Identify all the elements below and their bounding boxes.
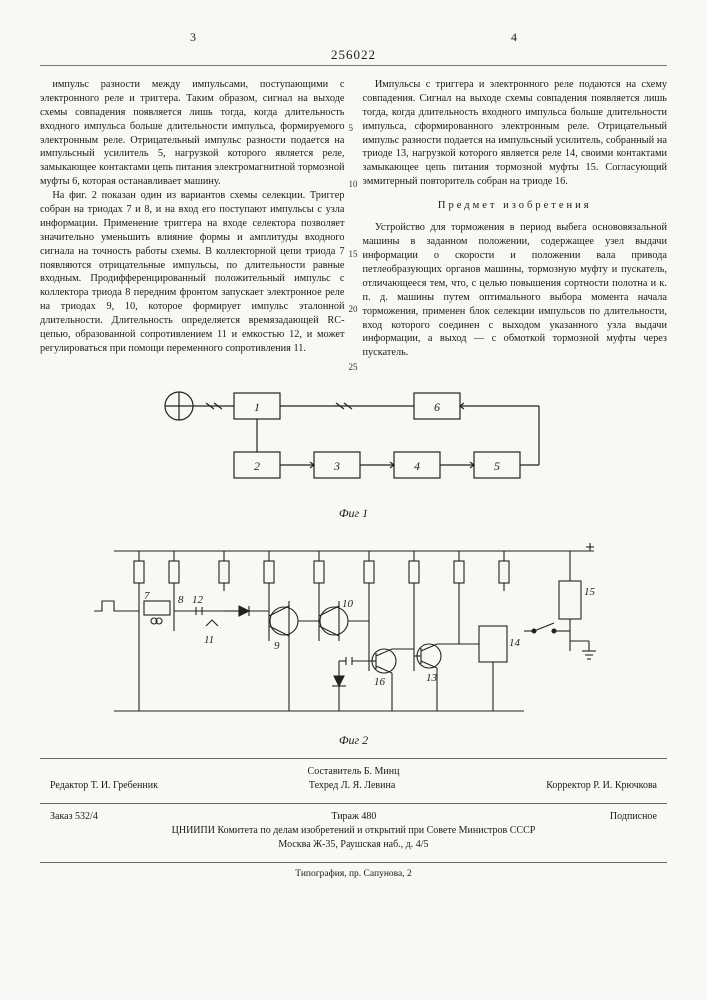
left-para-2: На фиг. 2 показан один из вариантов схем… xyxy=(40,189,345,356)
figure-1: 1 6 2 3 4 5 xyxy=(144,374,564,504)
fig1-label-2: 2 xyxy=(254,459,260,473)
left-column: импульс разности между импульсами, посту… xyxy=(40,78,345,360)
fig1-label-5: 5 xyxy=(494,459,500,473)
fig2-label-15: 15 xyxy=(584,586,596,598)
imprint-podpis: Подписное xyxy=(610,810,657,824)
lineno-15: 15 xyxy=(349,248,358,260)
figure-2: 7 8 9 10 11 12 13 14 15 16 xyxy=(84,531,624,731)
lineno-5: 5 xyxy=(349,122,354,134)
fig2-label-7: 7 xyxy=(144,590,150,602)
fig1-label-4: 4 xyxy=(414,459,420,473)
imprint-org2: Москва Ж-35, Раушская наб., д. 4/5 xyxy=(40,838,667,852)
lineno-25: 25 xyxy=(349,361,358,373)
divider-1 xyxy=(40,758,667,759)
credits-techred: Техред Л. Я. Левина xyxy=(309,779,395,793)
fig2-label-14: 14 xyxy=(509,637,521,649)
imprint-org1: ЦНИИПИ Комитета по делам изобретений и о… xyxy=(40,824,667,838)
figure-2-caption: Фиг 2 xyxy=(40,733,667,748)
fig1-label-6: 6 xyxy=(434,400,440,414)
claim-heading: Предмет изобретения xyxy=(363,199,668,213)
fig2-label-12: 12 xyxy=(192,594,204,606)
credits-corrector: Корректор Р. И. Крючкова xyxy=(546,779,657,793)
col-right-num: 4 xyxy=(511,30,517,45)
fig2-label-10: 10 xyxy=(342,598,354,610)
divider-2 xyxy=(40,803,667,804)
text-columns: импульс разности между импульсами, посту… xyxy=(40,78,667,360)
imprint-order: Заказ 532/4 xyxy=(50,810,98,824)
fig2-label-9: 9 xyxy=(274,640,280,652)
fig2-label-16: 16 xyxy=(374,676,386,688)
left-para-1: импульс разности между импульсами, посту… xyxy=(40,78,345,189)
fig2-label-8: 8 xyxy=(178,594,184,606)
right-para-1: Импульсы с триггера и электронного реле … xyxy=(363,78,668,189)
fig1-label-1: 1 xyxy=(254,400,260,414)
lineno-10: 10 xyxy=(349,178,358,190)
credits-compiler: Составитель Б. Минц xyxy=(40,765,667,779)
column-numbers: 3 4 xyxy=(40,30,667,45)
credits-block: Составитель Б. Минц Редактор Т. И. Гребе… xyxy=(40,765,667,793)
right-para-2: Устройство для торможения в период выбег… xyxy=(363,221,668,360)
imprint-block: Заказ 532/4 Тираж 480 Подписное ЦНИИПИ К… xyxy=(40,810,667,852)
divider-3 xyxy=(40,862,667,863)
figure-1-caption: Фиг 1 xyxy=(40,506,667,521)
credits-editor: Редактор Т. И. Гребенник xyxy=(50,779,158,793)
imprint-tirazh: Тираж 480 xyxy=(331,810,376,824)
page: 3 4 256022 импульс разности между импуль… xyxy=(0,0,707,1000)
col-left-num: 3 xyxy=(190,30,196,45)
typography-line: Типография, пр. Сапунова, 2 xyxy=(40,869,667,879)
fig2-label-11: 11 xyxy=(204,634,214,646)
fig1-label-3: 3 xyxy=(333,459,340,473)
lineno-20: 20 xyxy=(349,303,358,315)
patent-number: 256022 xyxy=(40,47,667,66)
right-column: 5 10 15 20 25 Импульсы с триггера и элек… xyxy=(363,78,668,360)
fig2-label-13: 13 xyxy=(426,672,438,684)
